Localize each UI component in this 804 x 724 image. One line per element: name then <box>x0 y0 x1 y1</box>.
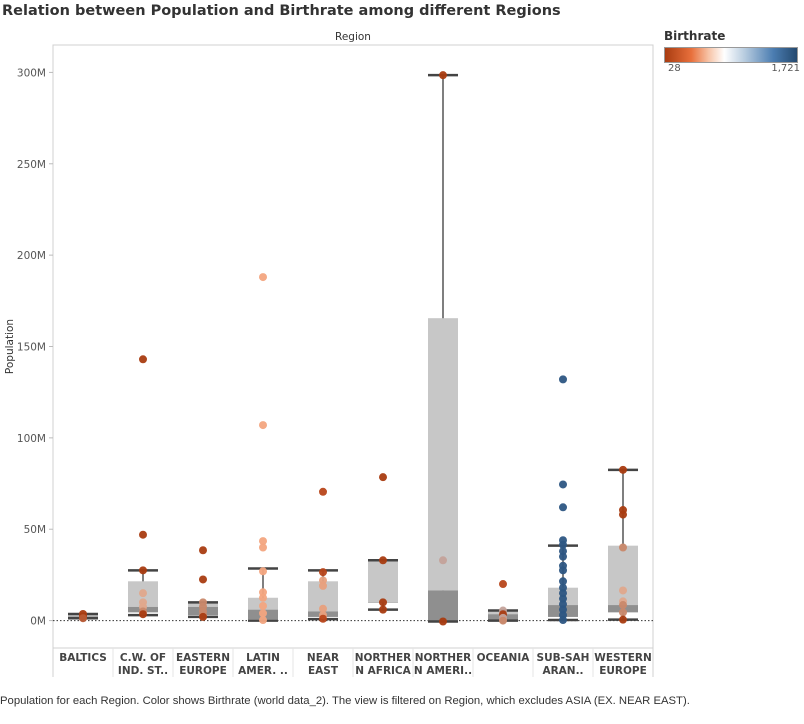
box-lower[interactable] <box>428 590 458 621</box>
data-point[interactable] <box>319 576 327 585</box>
box-upper[interactable] <box>608 545 638 606</box>
category-label: OCEANIA <box>477 652 531 664</box>
data-point[interactable] <box>199 612 207 621</box>
data-point[interactable] <box>259 593 267 602</box>
data-point[interactable] <box>499 616 507 625</box>
y-tick-label: 50M <box>24 524 46 536</box>
data-point[interactable] <box>259 543 267 552</box>
data-point[interactable] <box>559 589 567 598</box>
data-point[interactable] <box>619 543 627 552</box>
data-point[interactable] <box>559 503 567 512</box>
legend-min-label: 28 <box>668 63 681 74</box>
data-point[interactable] <box>259 537 267 546</box>
box-upper[interactable] <box>368 560 398 603</box>
y-tick-label: 0M <box>30 616 46 628</box>
data-point[interactable] <box>319 604 327 613</box>
category-label: EASTERN <box>176 652 230 664</box>
category-label: C.W. OF <box>120 652 166 664</box>
data-point[interactable] <box>499 580 507 589</box>
data-point[interactable] <box>259 616 267 625</box>
data-point[interactable] <box>559 605 567 614</box>
category-label: SUB-SAH <box>537 652 590 664</box>
data-point[interactable] <box>379 605 387 614</box>
data-point[interactable] <box>559 600 567 609</box>
legend-color-ramp <box>664 47 798 63</box>
category-label: LATIN <box>246 652 280 664</box>
data-point[interactable] <box>259 273 267 282</box>
data-point[interactable] <box>259 609 267 618</box>
data-point[interactable] <box>319 568 327 577</box>
data-point[interactable] <box>139 355 147 364</box>
data-point[interactable] <box>439 556 447 565</box>
data-point[interactable] <box>439 71 447 80</box>
category-label: N AMERI.. <box>414 665 472 677</box>
data-point[interactable] <box>559 375 567 384</box>
chart-footnote: Population for each Region. Color shows … <box>0 695 690 707</box>
y-axis-title: Population <box>4 319 16 374</box>
data-point[interactable] <box>259 567 267 576</box>
category-label: N AFRICA <box>355 665 411 677</box>
y-tick-label: 150M <box>17 342 46 354</box>
legend-title: Birthrate <box>664 29 726 43</box>
data-point[interactable] <box>559 577 567 586</box>
data-point[interactable] <box>199 575 207 584</box>
data-point[interactable] <box>619 608 627 617</box>
data-point[interactable] <box>559 547 567 556</box>
data-point[interactable] <box>559 566 567 575</box>
category-label: EUROPE <box>599 665 647 677</box>
data-point[interactable] <box>379 473 387 482</box>
data-point[interactable] <box>79 614 87 623</box>
y-tick-label: 100M <box>17 433 46 445</box>
y-tick-label: 250M <box>17 159 46 171</box>
box-upper[interactable] <box>428 318 458 591</box>
category-label: NORTHER <box>415 652 472 664</box>
data-point[interactable] <box>319 614 327 623</box>
data-point[interactable] <box>439 617 447 626</box>
category-label: WESTERN <box>594 652 652 664</box>
birthrate-legend[interactable]: Birthrate 28 1,721 <box>664 29 800 74</box>
data-point[interactable] <box>559 583 567 592</box>
category-label: NEAR <box>307 652 339 664</box>
data-point[interactable] <box>619 586 627 595</box>
category-label: AMER. .. <box>238 665 288 677</box>
data-point[interactable] <box>139 530 147 539</box>
data-point[interactable] <box>619 601 627 610</box>
data-point[interactable] <box>139 610 147 619</box>
data-point[interactable] <box>259 601 267 610</box>
data-point[interactable] <box>139 566 147 575</box>
data-point[interactable] <box>559 616 567 625</box>
data-point[interactable] <box>559 594 567 603</box>
data-point[interactable] <box>619 615 627 624</box>
category-label: IND. ST.. <box>118 665 168 677</box>
category-label: NORTHER <box>355 652 412 664</box>
legend-max-label: 1,721 <box>771 63 800 74</box>
data-point[interactable] <box>199 546 207 555</box>
y-tick-label: 200M <box>17 250 46 262</box>
data-point[interactable] <box>139 589 147 598</box>
column-header: Region <box>335 31 371 43</box>
data-point[interactable] <box>259 421 267 430</box>
data-point[interactable] <box>619 510 627 519</box>
data-point[interactable] <box>319 581 327 590</box>
chart-title: Relation between Population and Birthrat… <box>2 3 561 19</box>
data-point[interactable] <box>379 556 387 565</box>
data-point[interactable] <box>559 552 567 561</box>
category-label: BALTICS <box>59 652 107 664</box>
y-tick-label: 300M <box>17 67 46 79</box>
category-label: EUROPE <box>179 665 227 677</box>
data-point[interactable] <box>379 598 387 607</box>
category-label: EAST <box>308 665 339 677</box>
data-point[interactable] <box>619 465 627 474</box>
data-point[interactable] <box>259 588 267 597</box>
data-point[interactable] <box>559 480 567 489</box>
data-point[interactable] <box>559 540 567 549</box>
category-label: ARAN.. <box>542 665 583 677</box>
data-point[interactable] <box>319 487 327 496</box>
